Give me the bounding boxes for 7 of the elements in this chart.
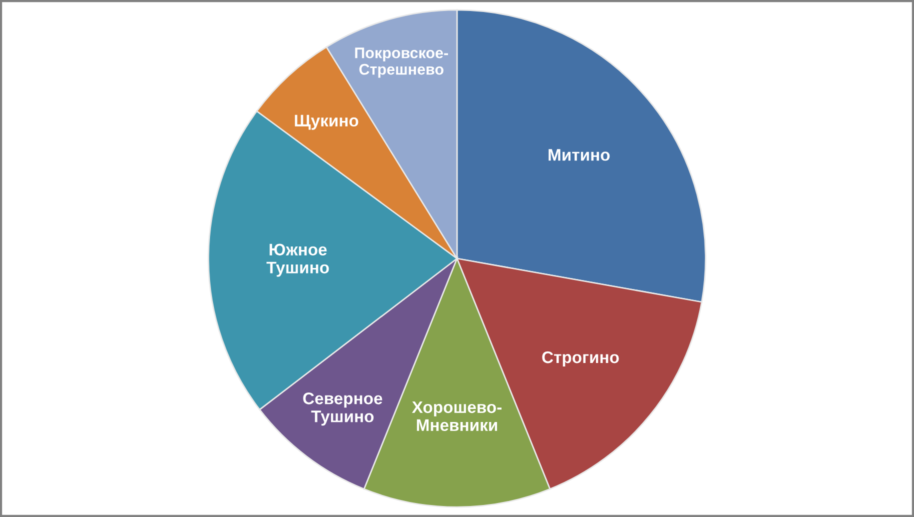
slice-label: Строгино xyxy=(542,351,619,367)
slice-label: Северное Тушино xyxy=(303,392,382,426)
slice-label: Покровское-Стрешнево xyxy=(355,48,448,78)
slice-label: Щукино xyxy=(294,114,358,130)
slice-label: Митино xyxy=(548,149,610,161)
slice-label: Хорошево-Мневники xyxy=(412,401,502,432)
slice-label: Южное Тушино xyxy=(266,244,329,277)
